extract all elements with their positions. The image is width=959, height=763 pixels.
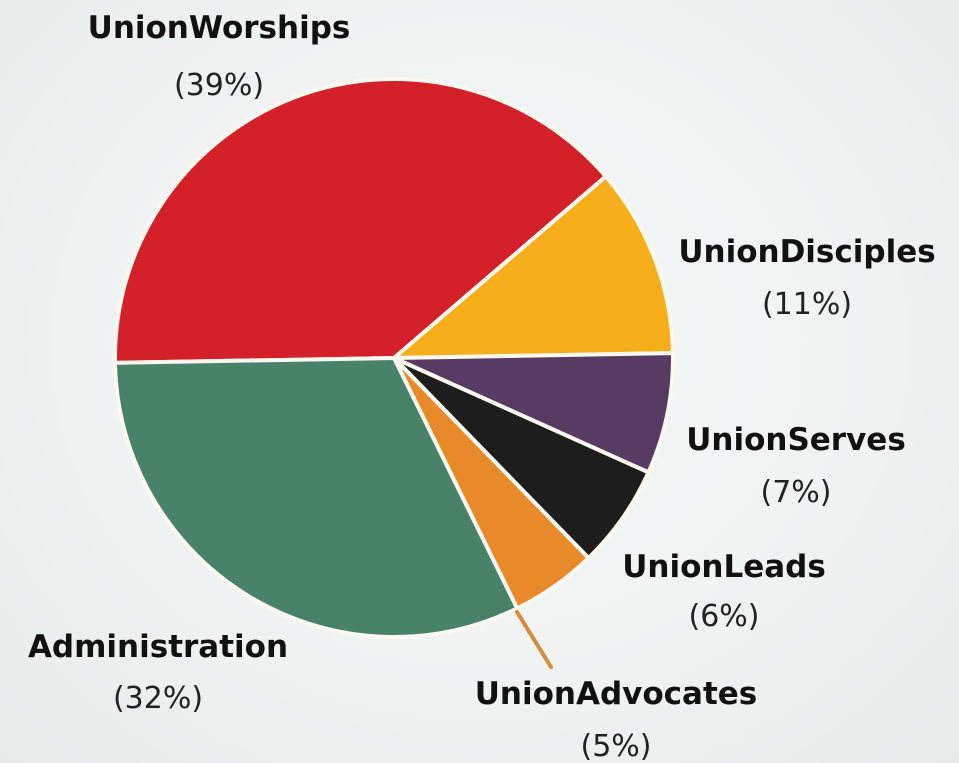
pie-slices (113, 77, 675, 639)
label-union-disciples-name: UnionDisciples (678, 234, 935, 270)
label-union-disciples: UnionDisciples (11%) (678, 234, 935, 322)
label-union-serves-name: UnionServes (686, 422, 906, 458)
label-union-leads-name: UnionLeads (622, 549, 826, 585)
label-union-leads-pct: (6%) (688, 599, 759, 634)
label-administration-pct: (32%) (113, 681, 203, 716)
slice-union-serves (392, 351, 675, 475)
label-administration-name: Administration (28, 629, 288, 665)
label-union-serves: UnionServes (7%) (686, 422, 906, 510)
label-union-advocates: UnionAdvocates (5%) (475, 676, 758, 763)
label-union-leads: UnionLeads (6%) (622, 549, 826, 634)
union-advocates-callout-line (515, 610, 553, 669)
slice-administration (113, 356, 520, 639)
label-union-worships-pct: (39%) (174, 68, 264, 103)
slice-union-worships (113, 77, 608, 365)
label-union-serves-pct: (7%) (760, 475, 831, 510)
label-union-worships-name: UnionWorships (88, 10, 351, 46)
label-union-worships: UnionWorships (39%) (88, 10, 351, 103)
label-union-disciples-pct: (11%) (762, 287, 852, 322)
label-union-advocates-pct: (5%) (580, 729, 651, 763)
label-union-advocates-name: UnionAdvocates (475, 676, 758, 712)
slice-union-disciples (392, 174, 675, 360)
label-administration: Administration (32%) (28, 629, 288, 716)
